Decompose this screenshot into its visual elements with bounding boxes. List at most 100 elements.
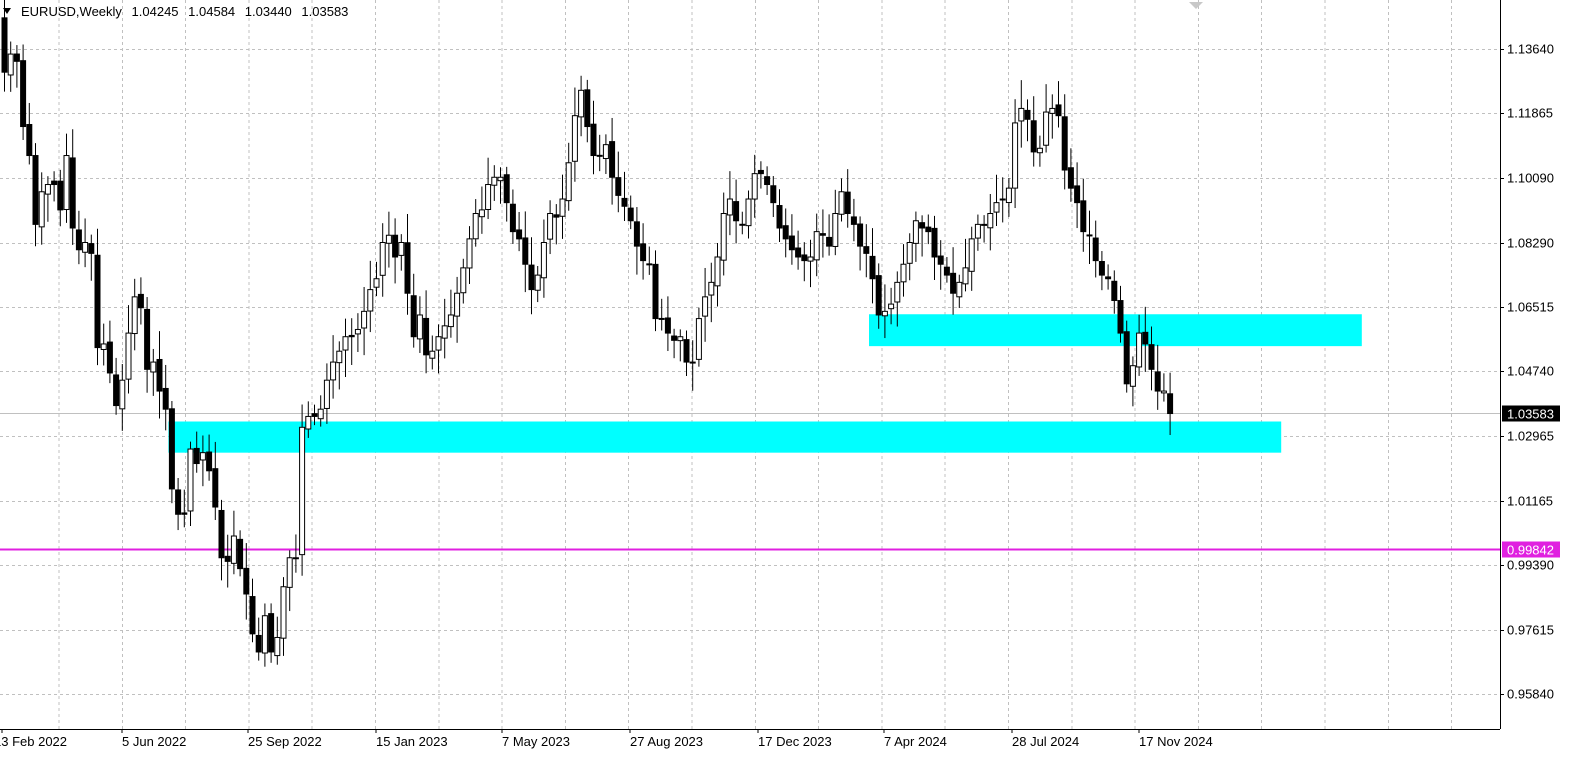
candle-body xyxy=(968,238,975,272)
candle xyxy=(522,211,529,293)
candle-body xyxy=(677,336,684,342)
candle xyxy=(485,157,492,220)
candle-body xyxy=(826,236,833,247)
candle xyxy=(888,287,895,325)
candle-body xyxy=(1080,200,1087,233)
candle xyxy=(447,289,454,338)
candle xyxy=(88,234,95,281)
candle-body xyxy=(137,293,144,309)
candle-body xyxy=(894,281,901,303)
zone-layer xyxy=(168,314,1362,453)
candle xyxy=(553,204,560,245)
candle-body xyxy=(509,203,516,233)
candle xyxy=(125,305,132,394)
candle-body xyxy=(702,296,709,317)
candle-body xyxy=(398,242,405,256)
candle-body xyxy=(801,254,808,262)
candle xyxy=(863,224,870,278)
ohlc-high: 1.04584 xyxy=(188,4,236,19)
candle xyxy=(1018,80,1025,148)
candle xyxy=(1148,326,1155,391)
candle-body xyxy=(237,538,244,570)
candle-body xyxy=(962,267,969,285)
candle-body xyxy=(1160,390,1167,394)
candle-body xyxy=(863,246,870,254)
candle xyxy=(187,441,194,527)
timeframe-label: Weekly xyxy=(79,4,122,19)
candle-body xyxy=(32,155,39,225)
candle xyxy=(962,238,969,292)
candle xyxy=(1030,96,1037,167)
candle-body xyxy=(57,180,64,211)
candle xyxy=(286,550,293,612)
candle-body xyxy=(1043,111,1050,146)
candle-body xyxy=(751,173,758,200)
support-resistance-zone xyxy=(869,314,1362,347)
candle-body xyxy=(447,314,454,328)
candle xyxy=(497,167,504,204)
candle xyxy=(677,329,684,362)
candle-body xyxy=(739,223,746,226)
candle-body xyxy=(1030,120,1037,153)
current-price-label-bg xyxy=(1502,405,1560,422)
candle xyxy=(7,41,14,92)
candle xyxy=(826,214,833,256)
candle-body xyxy=(168,408,175,490)
level-layer xyxy=(0,413,1500,551)
candle xyxy=(764,166,771,195)
candle-body xyxy=(317,408,324,420)
candle xyxy=(379,223,386,297)
candle xyxy=(633,207,640,275)
candle-body xyxy=(113,374,120,407)
grid-layer xyxy=(0,0,1500,729)
candle xyxy=(726,171,733,236)
candle-body xyxy=(175,489,182,515)
candle xyxy=(317,395,324,427)
candle-body xyxy=(88,243,95,254)
candle-body xyxy=(1167,393,1174,415)
candle xyxy=(1080,178,1087,252)
candle xyxy=(788,214,795,265)
candle xyxy=(646,246,653,275)
candle xyxy=(584,79,591,143)
candle-body xyxy=(664,317,671,334)
candle-body xyxy=(181,512,188,515)
collapse-triangle-icon[interactable] xyxy=(3,8,11,14)
candle-body xyxy=(410,295,417,338)
symbol-label: EURUSD xyxy=(21,4,76,19)
candle-body xyxy=(150,361,157,373)
candle-body xyxy=(286,557,293,588)
candle-body xyxy=(69,157,76,229)
candle-body xyxy=(1117,300,1124,334)
candle-body xyxy=(689,361,696,364)
candle xyxy=(299,404,306,576)
candle-body xyxy=(385,234,392,244)
candle xyxy=(20,44,27,140)
candle xyxy=(106,320,113,384)
candle-body xyxy=(757,169,764,175)
candle xyxy=(1111,270,1118,314)
candle-body xyxy=(633,221,640,247)
candle xyxy=(813,213,820,277)
candle xyxy=(757,161,764,189)
candle-body xyxy=(534,274,541,291)
candle xyxy=(1067,148,1074,202)
candle-body xyxy=(1036,147,1043,154)
candle xyxy=(131,278,138,351)
candle-body xyxy=(807,256,814,262)
candle xyxy=(720,192,727,276)
candle xyxy=(150,348,157,396)
candle-layer xyxy=(1,0,1174,667)
candle xyxy=(237,530,244,577)
candle xyxy=(782,208,789,258)
candle-body xyxy=(1067,167,1074,189)
candle-body xyxy=(454,292,461,317)
candle-body xyxy=(683,339,690,363)
candle-body xyxy=(63,155,70,211)
candle-body xyxy=(224,555,231,562)
candle-body xyxy=(937,255,944,265)
candle xyxy=(218,499,225,581)
candle-body xyxy=(1136,332,1143,368)
candle-body xyxy=(640,243,647,262)
